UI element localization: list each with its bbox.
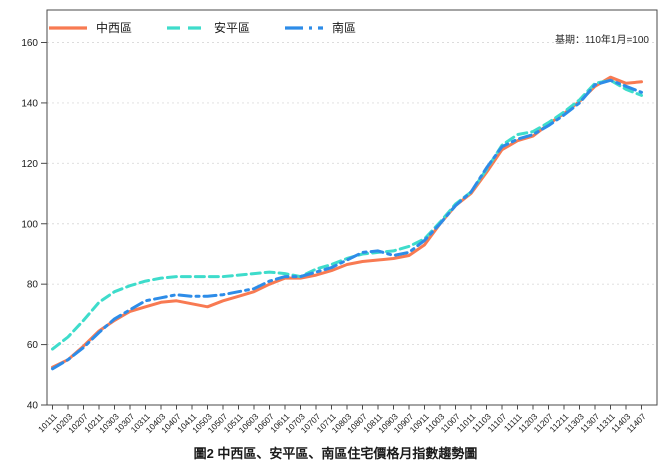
series-line-1 [51,75,643,369]
legend-item-anping: 安平區 [166,19,250,36]
legend-label-zhongxi: 中西區 [96,21,133,35]
legend-line-anping-icon [167,25,206,30]
y-tick-label: 40 [27,401,39,412]
y-tick-label: 120 [21,159,38,170]
base-period-note: 基期：110年1月=100 [554,35,649,46]
plot-frame [46,9,658,406]
chart-caption: 圖2 中西區、安平區、南區住宅價格月指數趨勢圖 [193,446,478,461]
y-tick-label: 140 [21,98,38,109]
legend-line-nan-icon [285,25,324,30]
y-tick-label: 100 [21,219,38,230]
legend-item-nan: 南區 [284,19,356,36]
y-tick-label: 160 [21,38,38,49]
legend-label-nan: 南區 [332,21,357,35]
y-tick-label: 60 [27,340,39,351]
y-tick-label: 80 [27,280,39,291]
legend-line-zhongxi-icon [49,25,87,30]
legend: 中西區 安平區 南區 [48,19,356,36]
legend-label-anping: 安平區 [214,21,251,35]
legend-item-zhongxi: 中西區 [48,19,132,36]
series-line-3 [51,78,643,371]
